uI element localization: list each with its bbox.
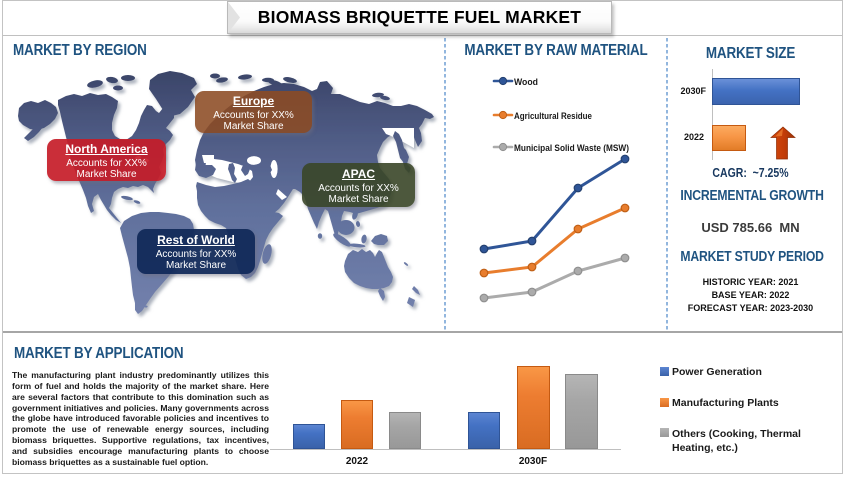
svg-text:Agricultural Residue: Agricultural Residue: [514, 111, 592, 122]
svg-text:Municipal Solid Waste (MSW): Municipal Solid Waste (MSW): [514, 143, 629, 154]
svg-text:Wood: Wood: [514, 77, 538, 88]
